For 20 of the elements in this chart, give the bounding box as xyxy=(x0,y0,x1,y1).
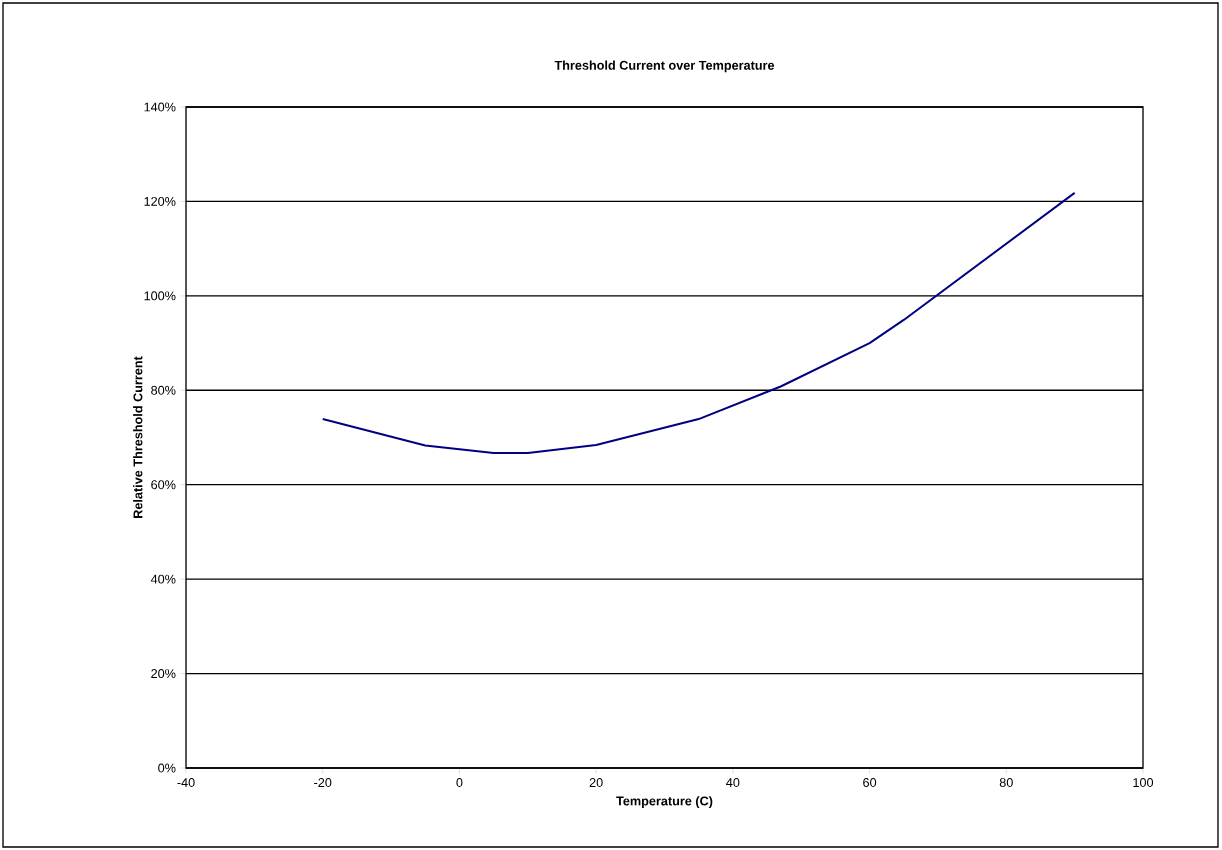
x-tick-label: 0 xyxy=(456,778,463,787)
x-tick-label: 40 xyxy=(726,778,740,787)
line-series xyxy=(321,191,1076,455)
y-tick-label: 120% xyxy=(144,196,176,206)
y-tick-label: 60% xyxy=(151,480,176,490)
y-tick-label: 140% xyxy=(144,102,176,112)
x-tick-label: -40 xyxy=(177,778,195,787)
y-tick-label: 40% xyxy=(150,574,176,584)
x-axis-title: Temperature (C) xyxy=(616,796,713,808)
y-tick-label: 80% xyxy=(151,385,176,395)
chart-title: Threshold Current over Temperature xyxy=(554,60,775,73)
x-tick-label: 80 xyxy=(999,778,1013,787)
x-tick-label: 100 xyxy=(1133,778,1154,787)
x-tick-label: -20 xyxy=(314,778,332,787)
y-axis-title: Relative Threshold Current xyxy=(133,356,143,518)
y-tick-label: 100% xyxy=(144,291,176,301)
x-tick-label: 20 xyxy=(589,778,603,787)
y-tick-label: 0% xyxy=(158,763,176,773)
x-tick-label: 60 xyxy=(863,778,877,787)
y-tick-label: 20% xyxy=(151,669,176,679)
